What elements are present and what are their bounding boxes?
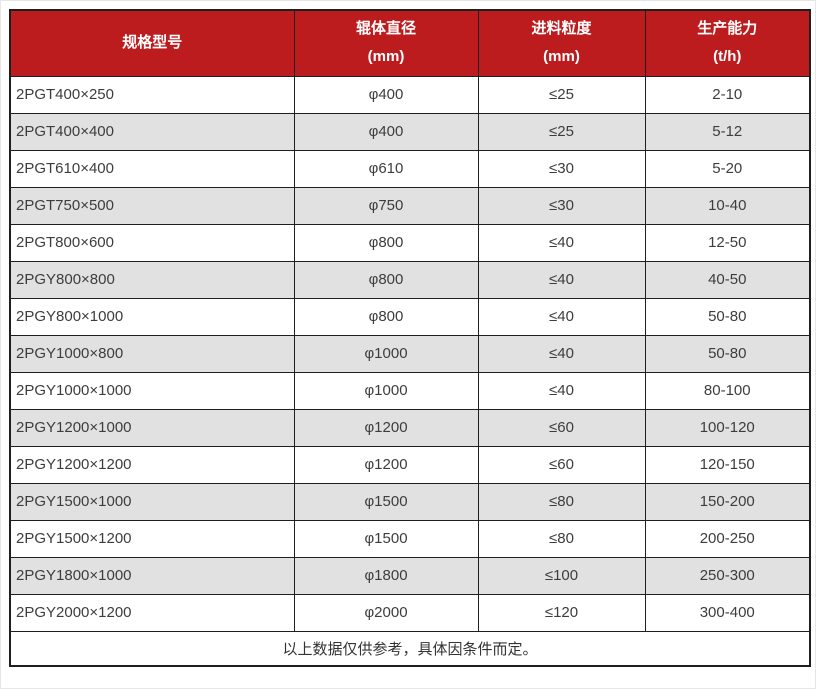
cell-roller-diameter: φ400 <box>293 112 479 151</box>
table-row: 2PGT800×600 φ800 ≤40 12-50 <box>9 223 811 262</box>
cell-model: 2PGY1200×1200 <box>9 445 295 484</box>
cell-capacity: 50-80 <box>644 334 811 373</box>
cell-feed-size: ≤120 <box>477 593 646 632</box>
cell-model: 2PGY1800×1000 <box>9 556 295 595</box>
cell-capacity: 5-20 <box>644 149 811 188</box>
column-header-line: 生产能力 <box>697 20 758 38</box>
cell-roller-diameter: φ800 <box>293 260 479 299</box>
cell-model: 2PGT800×600 <box>9 223 295 262</box>
column-header-line: 进料粒度 <box>531 20 592 38</box>
cell-model: 2PGT610×400 <box>9 149 295 188</box>
cell-capacity: 40-50 <box>644 260 811 299</box>
cell-capacity: 2-10 <box>644 75 811 114</box>
cell-model: 2PGY1200×1000 <box>9 408 295 447</box>
cell-feed-size: ≤25 <box>477 112 646 151</box>
cell-roller-diameter: φ1200 <box>293 408 479 447</box>
cell-capacity: 5-12 <box>644 112 811 151</box>
cell-capacity: 12-50 <box>644 223 811 262</box>
cell-roller-diameter: φ610 <box>293 149 479 188</box>
table-row: 2PGT610×400 φ610 ≤30 5-20 <box>9 149 811 188</box>
table-row: 2PGY1800×1000 φ1800 ≤100 250-300 <box>9 556 811 595</box>
cell-capacity: 120-150 <box>644 445 811 484</box>
cell-capacity: 80-100 <box>644 371 811 410</box>
cell-roller-diameter: φ800 <box>293 223 479 262</box>
column-header-line: 规格型号 <box>122 34 183 52</box>
table-row: 2PGY800×1000 φ800 ≤40 50-80 <box>9 297 811 336</box>
table-row: 2PGY1200×1200 φ1200 ≤60 120-150 <box>9 445 811 484</box>
cell-capacity: 150-200 <box>644 482 811 521</box>
column-header-feed-size: 进料粒度 (mm) <box>477 9 646 77</box>
table-header-row: 规格型号 辊体直径 (mm) 进料粒度 (mm) 生产能力 (t/h) <box>9 9 811 77</box>
cell-model: 2PGT750×500 <box>9 186 295 225</box>
table-body: 2PGT400×250 φ400 ≤25 2-10 2PGT400×400 φ400 ≤25… <box>9 75 811 632</box>
cell-roller-diameter: φ1200 <box>293 445 479 484</box>
cell-feed-size: ≤25 <box>477 75 646 114</box>
cell-model: 2PGY800×1000 <box>9 297 295 336</box>
cell-roller-diameter: φ1500 <box>293 519 479 558</box>
cell-feed-size: ≤40 <box>477 260 646 299</box>
column-header-line: (mm) <box>543 48 580 66</box>
cell-model: 2PGY1000×1000 <box>9 371 295 410</box>
cell-model: 2PGY2000×1200 <box>9 593 295 632</box>
footer-note: 以上数据仅供参考，具体因条件而定。 <box>9 630 811 667</box>
cell-roller-diameter: φ2000 <box>293 593 479 632</box>
cell-model: 2PGY800×800 <box>9 260 295 299</box>
table-row: 2PGT750×500 φ750 ≤30 10-40 <box>9 186 811 225</box>
table-row: 2PGY1000×800 φ1000 ≤40 50-80 <box>9 334 811 373</box>
table-row: 2PGY800×800 φ800 ≤40 40-50 <box>9 260 811 299</box>
cell-feed-size: ≤40 <box>477 334 646 373</box>
cell-capacity: 100-120 <box>644 408 811 447</box>
cell-model: 2PGY1500×1000 <box>9 482 295 521</box>
column-header-roller-diameter: 辊体直径 (mm) <box>293 9 479 77</box>
table-row: 2PGT400×250 φ400 ≤25 2-10 <box>9 75 811 114</box>
table-row: 2PGY1200×1000 φ1200 ≤60 100-120 <box>9 408 811 447</box>
table-header: 规格型号 辊体直径 (mm) 进料粒度 (mm) 生产能力 (t/h) <box>9 9 811 77</box>
cell-feed-size: ≤80 <box>477 519 646 558</box>
cell-capacity: 10-40 <box>644 186 811 225</box>
cell-feed-size: ≤40 <box>477 371 646 410</box>
cell-feed-size: ≤40 <box>477 297 646 336</box>
table-footer: 以上数据仅供参考，具体因条件而定。 <box>9 630 811 667</box>
column-header-line: (t/h) <box>713 48 742 66</box>
table-row: 2PGY2000×1200 φ2000 ≤120 300-400 <box>9 593 811 632</box>
cell-roller-diameter: φ750 <box>293 186 479 225</box>
column-header-line: 辊体直径 <box>355 20 416 38</box>
cell-roller-diameter: φ800 <box>293 297 479 336</box>
cell-feed-size: ≤80 <box>477 482 646 521</box>
cell-roller-diameter: φ1800 <box>293 556 479 595</box>
cell-roller-diameter: φ400 <box>293 75 479 114</box>
cell-model: 2PGT400×400 <box>9 112 295 151</box>
footer-row: 以上数据仅供参考，具体因条件而定。 <box>9 630 811 667</box>
column-header-line: (mm) <box>367 48 405 66</box>
cell-feed-size: ≤60 <box>477 408 646 447</box>
cell-capacity: 50-80 <box>644 297 811 336</box>
column-header-model: 规格型号 <box>9 9 295 77</box>
cell-feed-size: ≤40 <box>477 223 646 262</box>
table-row: 2PGT400×400 φ400 ≤25 5-12 <box>9 112 811 151</box>
cell-roller-diameter: φ1000 <box>293 334 479 373</box>
cell-feed-size: ≤60 <box>477 445 646 484</box>
table-row: 2PGY1500×1200 φ1500 ≤80 200-250 <box>9 519 811 558</box>
cell-feed-size: ≤30 <box>477 149 646 188</box>
cell-roller-diameter: φ1000 <box>293 371 479 410</box>
cell-capacity: 300-400 <box>644 593 811 632</box>
cell-capacity: 250-300 <box>644 556 811 595</box>
cell-model: 2PGY1500×1200 <box>9 519 295 558</box>
cell-model: 2PGY1000×800 <box>9 334 295 373</box>
cell-feed-size: ≤100 <box>477 556 646 595</box>
table-row: 2PGY1000×1000 φ1000 ≤40 80-100 <box>9 371 811 410</box>
table-row: 2PGY1500×1000 φ1500 ≤80 150-200 <box>9 482 811 521</box>
cell-feed-size: ≤30 <box>477 186 646 225</box>
column-header-capacity: 生产能力 (t/h) <box>644 9 811 77</box>
cell-capacity: 200-250 <box>644 519 811 558</box>
spec-table: 规格型号 辊体直径 (mm) 进料粒度 (mm) 生产能力 (t/h) 2PGT400×25… <box>9 9 811 667</box>
cell-roller-diameter: φ1500 <box>293 482 479 521</box>
cell-model: 2PGT400×250 <box>9 75 295 114</box>
